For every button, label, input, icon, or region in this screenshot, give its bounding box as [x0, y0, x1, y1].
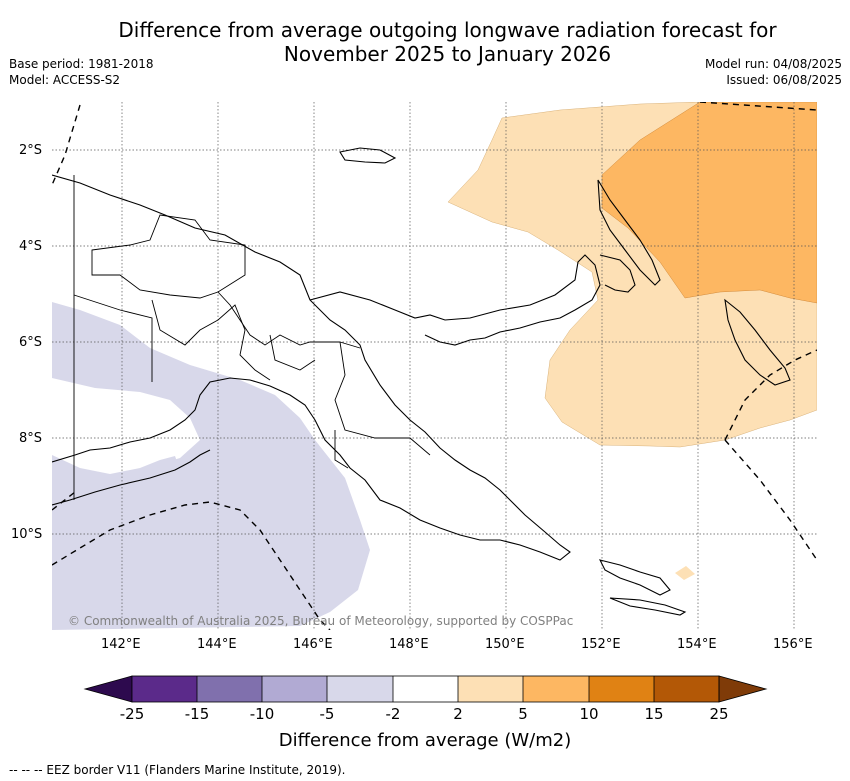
positive-anomaly-small-patch	[675, 566, 695, 580]
lat-tick-4s: 4°S	[19, 239, 43, 254]
lon-tick-144e: 144°E	[197, 637, 237, 652]
positive-anomaly-medium	[601, 102, 817, 304]
new-guinea-coast	[52, 174, 571, 561]
manus	[339, 147, 397, 164]
issued-date: Issued: 06/08/2025	[726, 73, 842, 87]
colorbar-tick: -10	[249, 705, 275, 723]
copyright-notice: © Commonwealth of Australia 2025, Bureau…	[68, 614, 574, 628]
lon-tick-148e: 148°E	[389, 637, 429, 652]
colorbar-tick: -2	[385, 705, 401, 723]
model-name: Model: ACCESS-S2	[9, 73, 121, 87]
colorbar	[83, 675, 768, 703]
coastlines	[52, 147, 791, 616]
lon-tick-150e: 150°E	[485, 637, 525, 652]
colorbar-tick: 10	[579, 705, 599, 723]
colorbar-bin-3	[262, 676, 327, 702]
negative-anomaly-gap	[52, 378, 200, 486]
colorbar-bin-2	[197, 676, 262, 702]
colorbar-tick: 25	[709, 705, 729, 723]
australia-north	[52, 449, 211, 506]
meta-left: Base period: 1981-2018 Model: ACCESS-S2	[9, 56, 154, 88]
model-run: Model run: 04/08/2025	[704, 57, 842, 71]
map-canvas	[52, 102, 817, 630]
lon-tick-142e: 142°E	[101, 637, 141, 652]
lat-tick-2s: 2°S	[19, 143, 43, 158]
new-britain	[599, 254, 636, 293]
eez-legend-note: -- -- -- EEZ border V11 (Flanders Marine…	[9, 763, 346, 777]
bougainville	[724, 298, 791, 386]
lon-tick-156e: 156°E	[773, 637, 813, 652]
lon-tick-152e: 152°E	[581, 637, 621, 652]
louisiade	[609, 597, 687, 616]
colorbar-tick: -25	[119, 705, 145, 723]
colorbar-tick: -5	[319, 705, 335, 723]
new-ireland	[597, 179, 661, 286]
colorbar-over-extension	[718, 675, 768, 703]
chart-title: Difference from average outgoing longwav…	[0, 18, 850, 66]
lat-tick-10s: 10°S	[11, 527, 43, 542]
lon-tick-154e: 154°E	[677, 637, 717, 652]
colorbar-tick: 15	[644, 705, 664, 723]
title-line-2: November 2025 to January 2026	[283, 42, 612, 66]
title-line-1: Difference from average outgoing longwav…	[118, 18, 777, 42]
lat-tick-8s: 8°S	[19, 431, 43, 446]
lon-tick-146e: 146°E	[293, 637, 333, 652]
base-period: Base period: 1981-2018	[9, 57, 154, 71]
southeast-islands	[598, 559, 671, 596]
colorbar-tick: 2	[453, 705, 463, 723]
colorbar-bin-1	[132, 676, 197, 702]
province-borders	[73, 175, 431, 500]
colorbar-bin-9	[654, 676, 719, 702]
colorbar-bin-5	[393, 676, 458, 702]
negative-anomaly-west	[52, 302, 370, 630]
new-guinea-north-coast	[309, 254, 601, 346]
colorbar-label: Difference from average (W/m2)	[278, 730, 572, 751]
colorbar-tick: 5	[518, 705, 528, 723]
negative-anomaly-islands	[52, 455, 180, 505]
lat-tick-6s: 6°S	[19, 335, 43, 350]
colorbar-tick: -15	[184, 705, 210, 723]
eez-border	[52, 102, 817, 630]
colorbar-bin-4	[327, 676, 393, 702]
colorbar-bin-6	[458, 676, 523, 702]
colorbar-bin-8	[589, 676, 654, 702]
colorbar-bin-7	[523, 676, 589, 702]
meta-right: Model run: 04/08/2025 Issued: 06/08/2025	[705, 56, 842, 88]
colorbar-under-extension	[83, 675, 133, 703]
graticule	[52, 102, 817, 630]
